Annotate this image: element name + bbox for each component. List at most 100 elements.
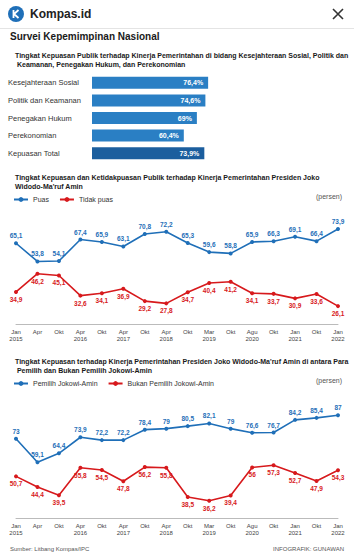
svg-text:59,1: 59,1 (31, 451, 44, 459)
svg-text:Okt: Okt (97, 329, 107, 335)
svg-text:41,2: 41,2 (224, 286, 237, 294)
svg-text:65,9: 65,9 (96, 231, 109, 239)
svg-text:57,3: 57,3 (267, 469, 280, 477)
svg-text:67,4: 67,4 (74, 229, 87, 237)
svg-text:Apr: Apr (33, 523, 42, 529)
svg-text:63,1: 63,1 (117, 235, 130, 243)
svg-text:Jan: Jan (11, 329, 21, 335)
svg-text:76,4%: 76,4% (183, 79, 204, 87)
svg-text:30,9: 30,9 (289, 302, 302, 310)
svg-text:32,6: 32,6 (74, 300, 87, 308)
svg-text:Okt: Okt (226, 523, 236, 529)
svg-text:27,8: 27,8 (160, 307, 173, 315)
svg-text:Okt: Okt (183, 523, 193, 529)
svg-text:Bukan Pemilih Jokowi-Amin: Bukan Pemilih Jokowi-Amin (128, 380, 214, 387)
svg-text:73: 73 (12, 428, 20, 435)
svg-text:Okt: Okt (226, 329, 236, 335)
svg-text:52,7: 52,7 (289, 477, 302, 485)
svg-text:Okt: Okt (269, 329, 279, 335)
svg-text:Okt: Okt (312, 329, 322, 335)
svg-text:Okt: Okt (140, 523, 150, 529)
svg-text:Apr: Apr (76, 523, 85, 529)
svg-text:Pemilih dan Bukan Pemilih Joko: Pemilih dan Bukan Pemilih Jokowi-Amin (15, 367, 152, 374)
svg-text:2017: 2017 (117, 530, 131, 536)
svg-text:34,1: 34,1 (96, 297, 109, 305)
svg-text:66,3: 66,3 (267, 230, 280, 238)
svg-text:Okt: Okt (269, 523, 279, 529)
svg-text:Kesejahteraan Sosial: Kesejahteraan Sosial (8, 78, 79, 87)
svg-text:2018: 2018 (160, 530, 174, 536)
svg-text:Okt: Okt (140, 329, 150, 335)
svg-text:79: 79 (163, 418, 171, 425)
svg-text:Tingkat Kepuasan Publik terhad: Tingkat Kepuasan Publik terhadap Kinerja… (15, 52, 348, 60)
svg-text:2020: 2020 (245, 336, 259, 342)
svg-text:46,2: 46,2 (31, 278, 44, 286)
svg-text:Apr: Apr (119, 329, 128, 335)
svg-text:2020: 2020 (245, 530, 259, 536)
svg-text:79: 79 (227, 418, 235, 425)
svg-text:2016: 2016 (74, 336, 88, 342)
svg-text:50,7: 50,7 (10, 480, 23, 488)
svg-text:Okt: Okt (54, 329, 64, 335)
svg-text:26,1: 26,1 (332, 310, 345, 318)
svg-text:2015: 2015 (9, 336, 23, 342)
svg-text:82,1: 82,1 (203, 412, 216, 420)
svg-text:73,9%: 73,9% (179, 150, 200, 158)
svg-text:69%: 69% (178, 115, 193, 122)
svg-text:Widodo-Ma'ruf Amin: Widodo-Ma'ruf Amin (15, 183, 83, 190)
svg-text:(persen): (persen) (316, 377, 342, 385)
svg-text:36,2: 36,2 (203, 505, 216, 513)
svg-text:Okt: Okt (54, 523, 64, 529)
svg-text:84,2: 84,2 (289, 409, 302, 417)
svg-text:72,2: 72,2 (160, 221, 173, 229)
svg-text:64,4: 64,4 (53, 442, 66, 450)
svg-text:Agu: Agu (247, 329, 258, 335)
svg-text:76,7: 76,7 (267, 422, 280, 430)
svg-text:56: 56 (249, 471, 257, 478)
svg-text:2019: 2019 (203, 336, 217, 342)
svg-text:2018: 2018 (160, 336, 174, 342)
svg-text:Okt: Okt (183, 329, 193, 335)
svg-text:33,7: 33,7 (267, 298, 280, 306)
svg-text:73,9: 73,9 (74, 426, 87, 434)
svg-text:76,6: 76,6 (246, 422, 259, 430)
svg-text:55,8: 55,8 (160, 472, 173, 480)
svg-text:33,6: 33,6 (310, 298, 323, 306)
svg-text:(persen): (persen) (316, 193, 342, 201)
svg-text:2021: 2021 (288, 336, 302, 342)
svg-text:54,1: 54,1 (53, 250, 66, 258)
svg-text:47,9: 47,9 (310, 485, 323, 493)
svg-text:Apr: Apr (162, 523, 171, 529)
svg-text:2017: 2017 (117, 336, 131, 342)
svg-text:36,9: 36,9 (117, 293, 130, 301)
svg-text:56,2: 56,2 (138, 471, 151, 479)
svg-text:Pemilih Jokowi-Amin: Pemilih Jokowi-Amin (33, 380, 98, 387)
svg-text:2016: 2016 (74, 530, 88, 536)
svg-text:Jan: Jan (333, 329, 343, 335)
svg-text:40,4: 40,4 (203, 287, 216, 295)
svg-text:60,4%: 60,4% (159, 132, 180, 140)
svg-text:54,5: 54,5 (96, 474, 109, 482)
svg-text:2021: 2021 (288, 530, 302, 536)
svg-text:34,7: 34,7 (181, 296, 194, 304)
svg-text:2015: 2015 (9, 530, 23, 536)
svg-text:72,2: 72,2 (117, 429, 130, 437)
svg-text:Agu: Agu (247, 523, 258, 529)
svg-text:2022: 2022 (331, 530, 345, 536)
svg-text:38,5: 38,5 (181, 501, 194, 509)
svg-text:70,8: 70,8 (138, 223, 151, 231)
svg-text:34,9: 34,9 (10, 296, 23, 304)
svg-text:65,3: 65,3 (181, 232, 194, 240)
svg-text:44,4: 44,4 (31, 491, 44, 499)
svg-text:Jan: Jan (290, 523, 300, 529)
svg-text:Tingkat Kepuasan dan Ketidakpu: Tingkat Kepuasan dan Ketidakpuasan Publi… (15, 174, 321, 182)
svg-text:Apr: Apr (119, 523, 128, 529)
svg-text:58,8: 58,8 (224, 242, 237, 250)
svg-text:Okt: Okt (312, 523, 322, 529)
svg-text:Apr: Apr (162, 329, 171, 335)
svg-text:2022: 2022 (331, 336, 345, 342)
svg-text:Jan: Jan (290, 329, 300, 335)
svg-text:45,1: 45,1 (53, 279, 66, 287)
svg-text:80,5: 80,5 (181, 415, 194, 423)
svg-text:73,9: 73,9 (332, 218, 345, 226)
